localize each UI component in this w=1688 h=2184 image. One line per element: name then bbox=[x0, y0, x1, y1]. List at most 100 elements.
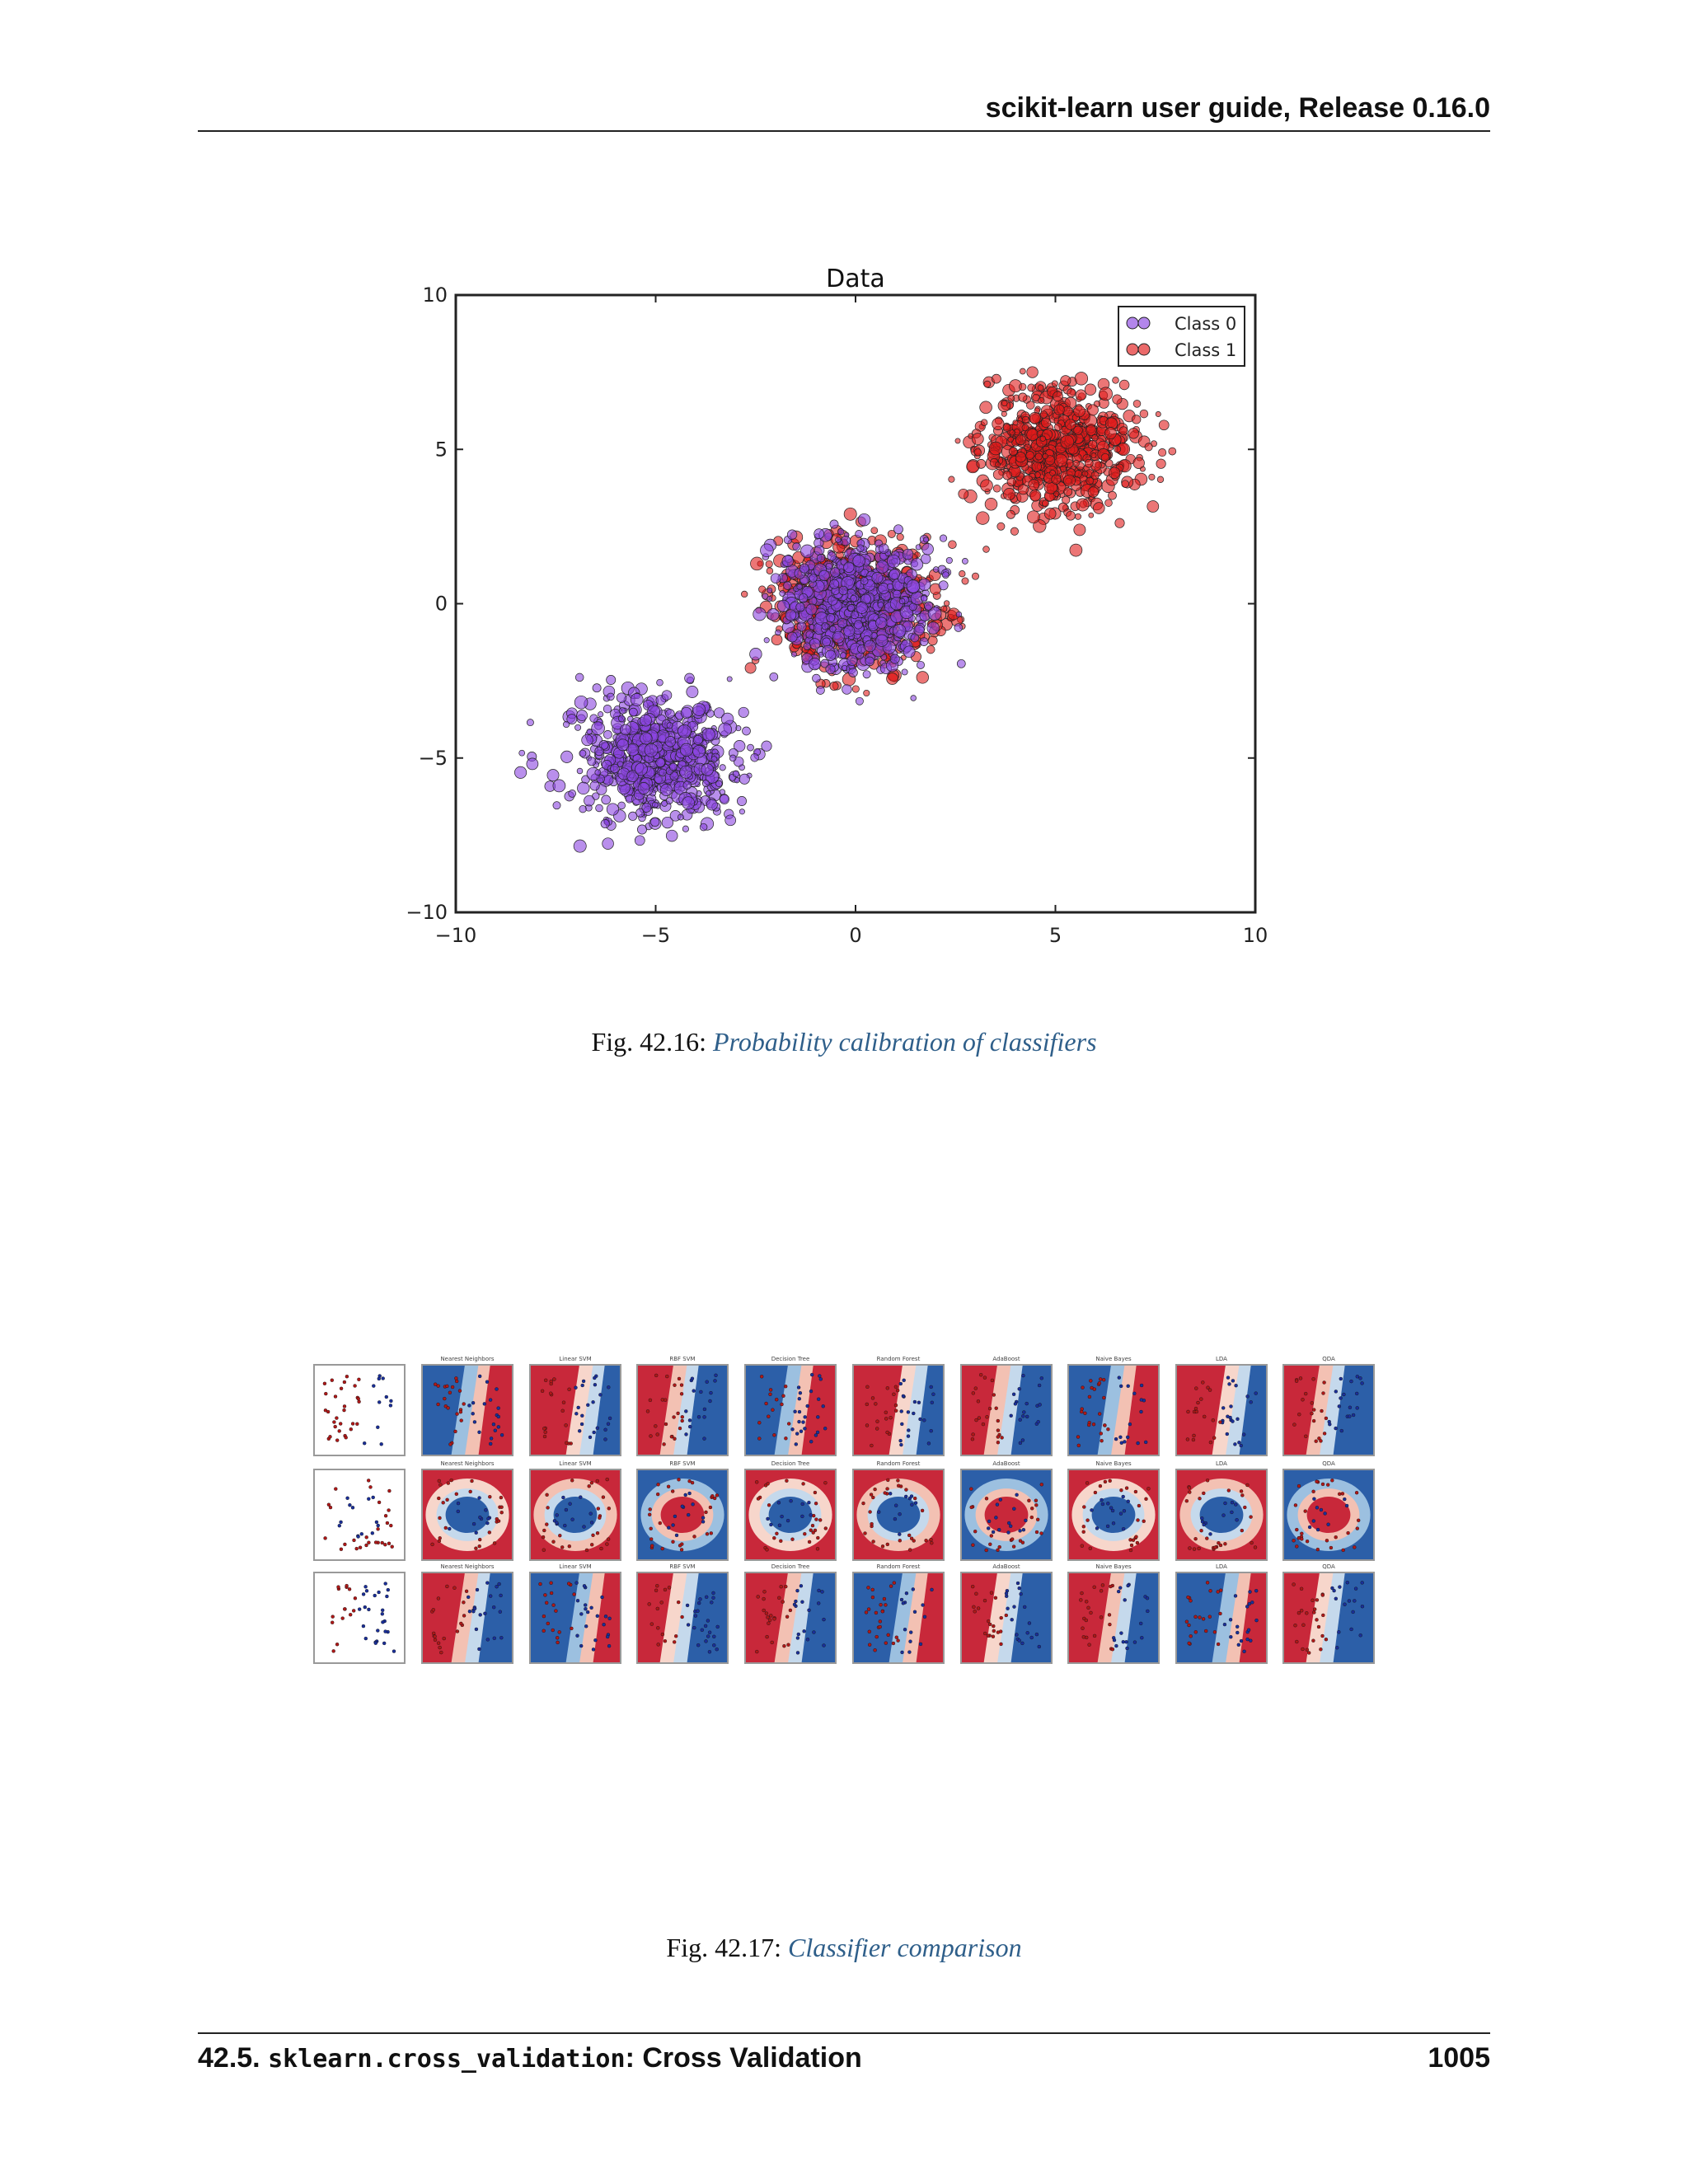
data-point bbox=[719, 789, 726, 795]
sample-point bbox=[1103, 1423, 1107, 1427]
sample-point bbox=[1103, 1479, 1108, 1484]
data-point bbox=[682, 780, 692, 790]
sample-point bbox=[582, 1525, 586, 1529]
sample-point bbox=[704, 1639, 708, 1643]
sample-point bbox=[1317, 1436, 1321, 1441]
sample-point bbox=[364, 1589, 369, 1593]
data-point bbox=[767, 587, 773, 593]
sample-point bbox=[690, 1376, 695, 1380]
sample-point bbox=[909, 1536, 914, 1540]
sample-point bbox=[1022, 1410, 1026, 1414]
sample-point bbox=[926, 1441, 931, 1446]
sample-point bbox=[482, 1402, 486, 1406]
sample-point bbox=[576, 1405, 580, 1410]
sample-point bbox=[454, 1492, 458, 1497]
sample-point bbox=[1184, 1498, 1189, 1503]
figure-caption-link[interactable]: Probability calibration of classifiers bbox=[713, 1027, 1097, 1057]
data-point bbox=[587, 757, 597, 766]
classifier-comparison-grid: Nearest Neighbors Linear SVM RBF SVM Decisi… bbox=[313, 1356, 1375, 1664]
sample-point bbox=[814, 1501, 818, 1506]
sample-point bbox=[892, 1581, 897, 1585]
sample-point bbox=[497, 1582, 501, 1586]
sample-point bbox=[1315, 1479, 1319, 1483]
sample-point bbox=[865, 1402, 870, 1407]
classifier-panel bbox=[313, 1364, 406, 1456]
sample-point bbox=[1011, 1392, 1016, 1397]
sample-point bbox=[607, 1507, 611, 1511]
sample-point bbox=[790, 1427, 795, 1432]
data-point bbox=[718, 722, 732, 737]
data-point bbox=[910, 633, 920, 643]
sample-point bbox=[377, 1590, 381, 1595]
sample-point bbox=[649, 1537, 654, 1541]
data-point bbox=[1128, 428, 1139, 439]
sample-point bbox=[809, 1389, 814, 1394]
sample-point bbox=[756, 1497, 761, 1501]
data-point bbox=[851, 685, 860, 693]
sample-point bbox=[462, 1601, 466, 1605]
panel-frame bbox=[1282, 1469, 1375, 1561]
data-point bbox=[1081, 470, 1089, 477]
sample-point bbox=[996, 1428, 1001, 1432]
sample-point bbox=[1025, 1414, 1029, 1419]
data-point bbox=[902, 548, 914, 560]
sample-point bbox=[711, 1591, 715, 1596]
sample-point bbox=[866, 1586, 870, 1590]
classifier-panel: Decision Tree bbox=[744, 1460, 837, 1561]
sample-point bbox=[1216, 1590, 1220, 1594]
data-point bbox=[741, 590, 748, 598]
panel-frame bbox=[421, 1469, 513, 1561]
sample-point bbox=[1212, 1436, 1217, 1440]
sample-point bbox=[1348, 1405, 1353, 1410]
sample-point bbox=[1360, 1381, 1364, 1385]
sample-point bbox=[666, 1484, 671, 1489]
data-point bbox=[655, 757, 666, 768]
sample-point bbox=[1211, 1418, 1216, 1422]
sample-point bbox=[475, 1587, 480, 1592]
sample-point bbox=[1230, 1510, 1234, 1515]
sample-point bbox=[705, 1380, 709, 1384]
sample-point bbox=[605, 1542, 609, 1546]
sample-point bbox=[385, 1521, 390, 1526]
classifier-panel: AdaBoost bbox=[960, 1356, 1053, 1456]
data-point bbox=[733, 756, 744, 767]
sample-point bbox=[1299, 1609, 1304, 1613]
header-rule bbox=[198, 130, 1490, 132]
data-point bbox=[719, 794, 729, 804]
sample-point bbox=[996, 1528, 1001, 1532]
sample-point bbox=[1086, 1605, 1090, 1610]
sample-point bbox=[769, 1522, 773, 1527]
sample-point bbox=[701, 1516, 706, 1520]
sample-point bbox=[334, 1487, 338, 1491]
sample-point bbox=[803, 1532, 807, 1536]
sample-point bbox=[586, 1403, 590, 1408]
sample-point bbox=[1360, 1581, 1364, 1585]
data-point bbox=[1146, 500, 1160, 513]
data-point bbox=[805, 603, 818, 616]
sample-point bbox=[981, 1422, 986, 1427]
sample-point bbox=[1098, 1377, 1103, 1381]
sample-point bbox=[471, 1521, 476, 1526]
sample-point bbox=[1039, 1531, 1043, 1535]
figure-caption-link[interactable]: Classifier comparison bbox=[788, 1933, 1022, 1962]
sample-point bbox=[654, 1588, 659, 1592]
sample-point bbox=[499, 1432, 504, 1437]
sample-point bbox=[800, 1600, 804, 1604]
sample-point bbox=[1089, 1610, 1093, 1615]
data-point bbox=[835, 537, 842, 543]
sample-point bbox=[901, 1601, 906, 1605]
sample-point bbox=[1306, 1651, 1311, 1655]
figure-caption-prefix: Fig. 42.16: bbox=[591, 1027, 714, 1057]
panel-frame bbox=[852, 1364, 945, 1456]
data-point bbox=[1015, 452, 1026, 463]
sample-point bbox=[333, 1424, 337, 1429]
sample-point bbox=[918, 1417, 922, 1422]
data-point bbox=[973, 448, 982, 457]
sample-point bbox=[812, 1630, 816, 1634]
sample-point bbox=[801, 1482, 805, 1486]
sample-point bbox=[911, 1587, 916, 1591]
data-point bbox=[875, 616, 888, 629]
sample-point bbox=[464, 1589, 469, 1593]
data-point bbox=[630, 693, 644, 706]
sample-point bbox=[780, 1514, 784, 1519]
